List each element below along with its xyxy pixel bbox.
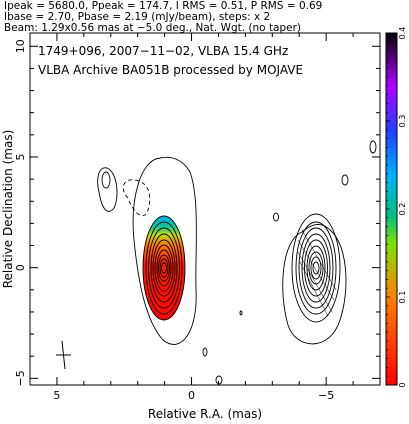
- colorbar-tick-label: 0: [398, 382, 407, 387]
- x-tick-label: 0: [188, 389, 195, 402]
- y-axis-label: Relative Declination (mas): [1, 130, 15, 289]
- colorbar-tick-label: 0.2: [398, 203, 407, 216]
- header-line-2: Ibase = 2.70, Pbase = 2.19 (mJy/beam), s…: [4, 11, 270, 23]
- east-feature-contours: [97, 167, 118, 212]
- header-line-3: Beam: 1.29x0.56 mas at −5.0 deg., Nat. W…: [4, 22, 301, 34]
- y-tick-label: −5: [14, 370, 27, 386]
- core-contours: [142, 215, 186, 321]
- colorbar-tick-label: 0.3: [398, 115, 407, 128]
- source-title: 1749+096, 2007−11−02, VLBA 15.4 GHz: [38, 44, 288, 58]
- source-subtitle: VLBA Archive BA051B processed by MOJAVE: [38, 63, 303, 77]
- y-tick-label: 0: [14, 264, 27, 271]
- west-feature-contours: [282, 213, 347, 345]
- colorbar-ticks: 0 0.1 0.2 0.3 0.4: [386, 27, 407, 388]
- contour-layer: [56, 140, 377, 385]
- core-outer-contour: [132, 156, 197, 345]
- axis-ticks: 5 0 −5 −5 0 5 10: [14, 33, 381, 402]
- plot-frame: [29, 32, 381, 386]
- x-tick-label: 5: [53, 389, 60, 402]
- core-polarization-fill: [143, 216, 185, 320]
- negative-contour: [122, 179, 151, 217]
- y-tick-label: 5: [14, 153, 27, 160]
- noise-contours: [202, 140, 377, 385]
- header-line-1: Ipeak = 5680.0, Ppeak = 174.7, I RMS = 0…: [4, 0, 322, 12]
- x-tick-label: −5: [318, 389, 334, 402]
- colorbar-tick-label: 0.4: [398, 27, 407, 40]
- beam-cross: [56, 340, 71, 370]
- y-tick-label: 10: [14, 39, 27, 53]
- colorbar-tick-label: 0.1: [398, 291, 407, 304]
- x-axis-label: Relative R.A. (mas): [148, 407, 262, 421]
